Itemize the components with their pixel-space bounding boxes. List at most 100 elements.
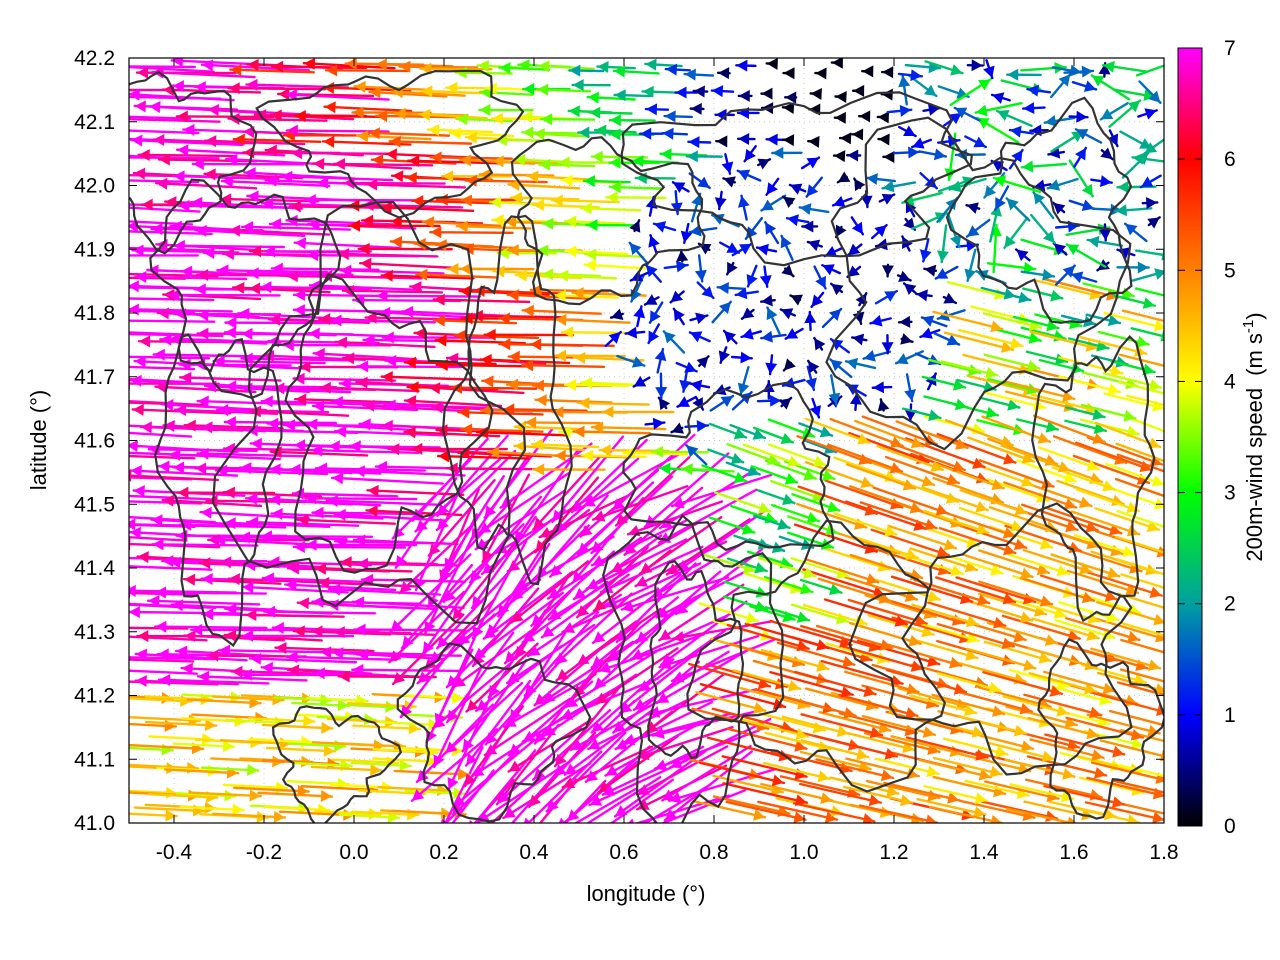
wind-vector (270, 512, 384, 520)
wind-vector-head (224, 629, 237, 642)
wind-vector (435, 449, 517, 532)
wind-vector-head (811, 294, 824, 307)
wind-vector-head (967, 225, 980, 237)
wind-vector-head (671, 422, 684, 434)
wind-vector-head (795, 728, 808, 740)
wind-vector-head (964, 268, 977, 281)
wind-vector (161, 88, 262, 94)
wind-vector-head (267, 417, 279, 430)
wind-vector-head (479, 104, 491, 117)
wind-vector-head (1127, 631, 1140, 643)
wind-vector-head (217, 404, 229, 417)
wind-vector-head (561, 326, 574, 339)
wind-vector-head (1085, 521, 1098, 533)
wind-vector (214, 469, 329, 476)
wind-vector-head (535, 394, 547, 407)
wind-vector-head (906, 767, 919, 780)
wind-vector-head (433, 754, 445, 767)
wind-vector-head (632, 155, 644, 168)
wind-vector (334, 340, 436, 349)
wind-vector-head (991, 705, 1005, 717)
wind-vector-head (759, 275, 772, 287)
wind-vector-head (162, 494, 174, 507)
wind-vector-head (334, 508, 346, 521)
wind-vector (1050, 553, 1121, 578)
wind-vector (267, 318, 370, 325)
wind-vector-head (975, 749, 988, 761)
wind-vector-head (874, 225, 887, 237)
wind-vector-head (1007, 399, 1020, 411)
wind-vector (758, 712, 827, 732)
wind-vector (911, 663, 989, 687)
wind-vector (981, 415, 1051, 444)
terrain-contour (271, 705, 403, 823)
wind-vector-head (577, 653, 590, 665)
wind-vector-head (726, 242, 739, 253)
wind-vector-head (139, 335, 151, 348)
wind-vector-head (354, 80, 366, 93)
wind-vector-head (357, 360, 369, 373)
wind-vector-head (1137, 261, 1149, 274)
wind-vector-head (636, 631, 649, 643)
wind-vector-head (1100, 108, 1114, 120)
wind-vector (1052, 530, 1124, 556)
wind-vector-head (1069, 64, 1082, 77)
wind-vector-head (1037, 432, 1050, 444)
x-axis-label: longitude (°) (587, 881, 706, 906)
terrain-contour (510, 136, 706, 306)
wind-vector-head (439, 568, 452, 581)
wind-vector-head (903, 125, 916, 137)
terrain-contour (620, 91, 973, 267)
wind-vector-head (410, 281, 422, 294)
terrain-contour (154, 333, 283, 648)
wind-vector (168, 337, 282, 344)
wind-vector-head (622, 733, 636, 746)
wind-vector (523, 421, 601, 425)
wind-vector-head (155, 381, 167, 394)
wind-vector-head (656, 692, 670, 704)
wind-vector-head (303, 714, 315, 727)
wind-vector-head (877, 111, 890, 124)
wind-vector-head (153, 348, 165, 361)
wind-vector (884, 455, 961, 485)
wind-vector-head (947, 791, 960, 804)
wind-vector-head (476, 699, 489, 711)
wind-vector (1079, 335, 1148, 355)
wind-vector-head (172, 461, 185, 474)
wind-vector-head (852, 311, 865, 324)
wind-vector-head (879, 639, 892, 651)
wind-vector (1056, 479, 1125, 506)
wind-vector-head (482, 549, 494, 562)
wind-vector (1099, 739, 1164, 758)
wind-vector-head (362, 214, 374, 227)
wind-vector (1090, 761, 1164, 782)
wind-vector-head (890, 436, 903, 448)
wind-vector (227, 86, 327, 91)
wind-vector (823, 598, 908, 626)
wind-vector (829, 776, 900, 795)
wind-vector-head (431, 401, 443, 414)
wind-vector (311, 404, 419, 412)
wind-vector-head (852, 128, 864, 141)
terrain-contour (1031, 334, 1156, 623)
wind-vector-head (422, 216, 435, 229)
wind-vector (211, 695, 285, 702)
wind-vector (1120, 573, 1164, 589)
wind-vector-head (157, 307, 170, 320)
wind-vector-head (199, 557, 211, 570)
wind-vector-head (438, 450, 450, 463)
wind-vector-head (585, 831, 597, 842)
wind-vector-head (452, 691, 464, 704)
wind-vector (129, 379, 243, 388)
wind-vector-head (500, 496, 514, 508)
wind-vector-head (846, 357, 859, 370)
y-tick-label: 41.2 (74, 685, 115, 708)
wind-vector-head (831, 283, 844, 296)
wind-vector-head (305, 538, 317, 551)
wind-vector-head (415, 519, 428, 532)
wind-vector-head (247, 763, 259, 776)
wind-vector-head (478, 522, 492, 534)
wind-vector-head (508, 743, 522, 756)
wind-vector (820, 659, 904, 685)
wind-vector-head (523, 817, 532, 823)
